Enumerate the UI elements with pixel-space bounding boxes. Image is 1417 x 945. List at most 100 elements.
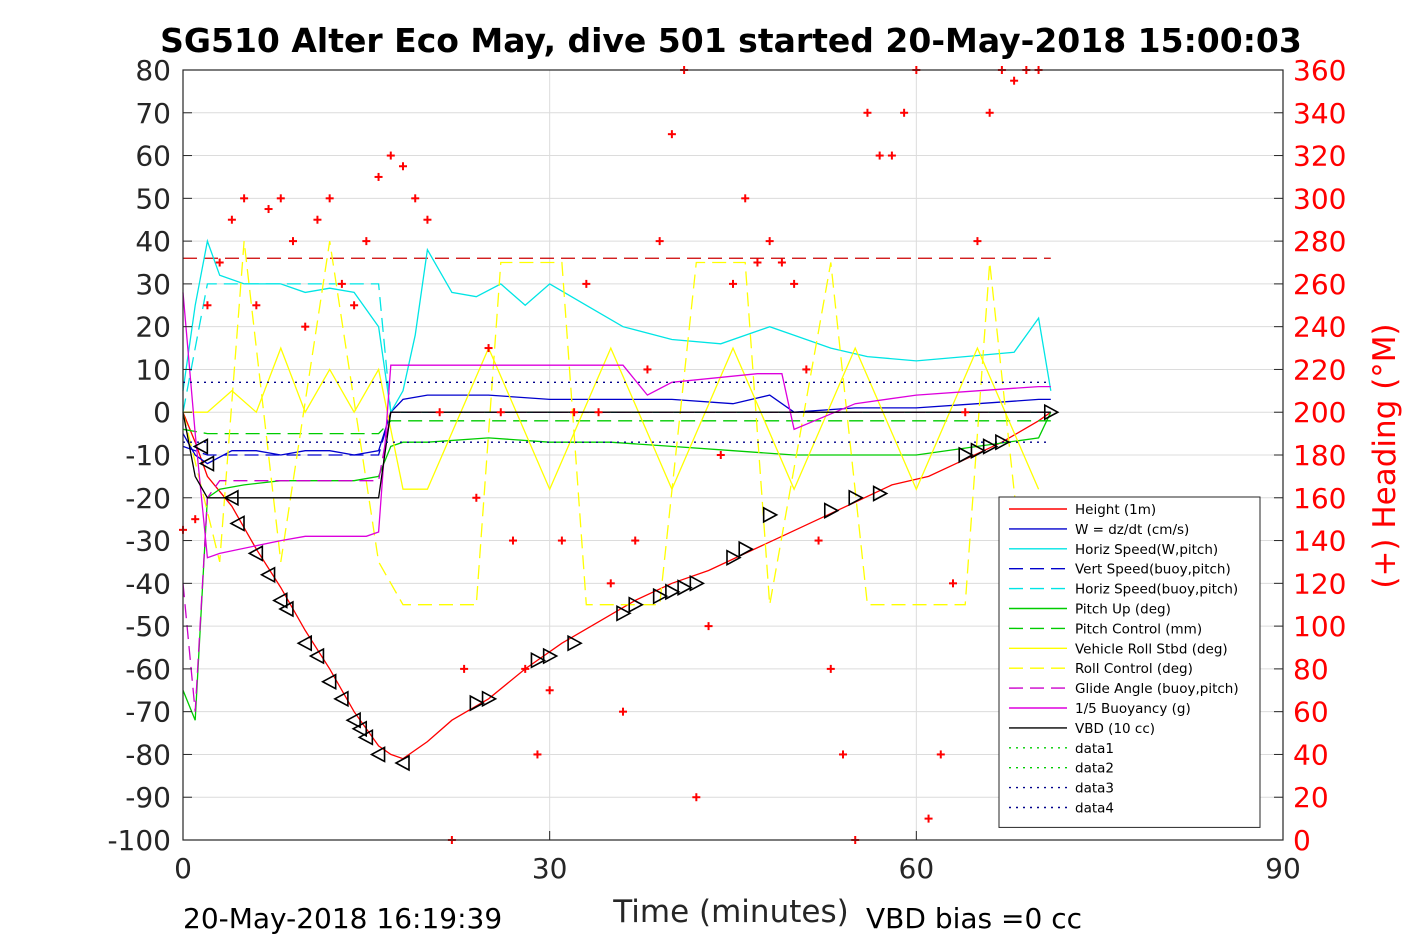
heading-point xyxy=(875,151,884,160)
y-right-tick-label: 100 xyxy=(1293,610,1346,643)
heading-point xyxy=(985,108,994,117)
y-right-tick-label: 300 xyxy=(1293,182,1346,215)
legend: Height (1m) W = dz/dt (cm/s) Horiz Speed(W… xyxy=(998,496,1261,828)
legend-label: data2 xyxy=(1075,761,1114,777)
vbd-marker xyxy=(394,754,410,772)
heading-point xyxy=(814,536,823,545)
series-layer xyxy=(182,238,1052,760)
heading-point xyxy=(936,750,945,759)
axes xyxy=(182,69,1284,841)
y-tick-label: -40 xyxy=(125,567,171,600)
vbd-marker xyxy=(872,485,889,502)
heading-point xyxy=(289,237,297,246)
heading-point xyxy=(276,194,285,203)
vbd-marker xyxy=(259,566,276,584)
tick-labels: 80706050403020100-10-20-30-40-50-60-70-8… xyxy=(107,54,1346,885)
vbd-marker xyxy=(223,489,239,507)
vbd-marker xyxy=(308,647,325,665)
vbd-marker xyxy=(982,438,999,455)
legend-label: Pitch Up (deg) xyxy=(1075,602,1171,618)
y-tick-label: -90 xyxy=(125,781,171,814)
heading-point xyxy=(362,237,371,246)
heading-point xyxy=(557,536,566,545)
vbd-marker xyxy=(469,694,486,712)
heading-point xyxy=(460,664,469,673)
legend-entry: Horiz Speed(W,pitch) xyxy=(1009,542,1218,558)
y-tick-label: -80 xyxy=(125,738,171,771)
heading-point xyxy=(619,707,627,716)
legend-entry: Pitch Control (mm) xyxy=(1009,621,1202,637)
legend-entry: Pitch Up (deg) xyxy=(1009,602,1171,618)
vbd-marker xyxy=(345,711,361,729)
y-tick-label: -20 xyxy=(125,482,171,515)
legend-label: Pitch Control (mm) xyxy=(1075,621,1202,637)
heading-point xyxy=(973,237,982,246)
series-line xyxy=(183,346,1040,491)
heading-point xyxy=(264,205,273,214)
y-tick-label: 30 xyxy=(135,268,171,301)
legend-label: data3 xyxy=(1075,781,1114,797)
y-right-tick-label: 240 xyxy=(1293,311,1346,344)
heading-point xyxy=(350,301,359,310)
heading-point xyxy=(509,536,517,545)
heading-point xyxy=(399,162,407,171)
vbd-marker xyxy=(970,442,987,460)
vbd-marker xyxy=(665,583,681,601)
x-axis-label: Time (minutes) xyxy=(612,894,848,930)
x-tick-label: 30 xyxy=(532,852,568,885)
heading-point xyxy=(227,215,236,224)
y-right-tick-label: 140 xyxy=(1293,525,1346,558)
y-right-tick-label: 60 xyxy=(1293,696,1329,729)
heading-point xyxy=(655,237,664,246)
heading-point xyxy=(863,108,872,117)
heading-point xyxy=(1010,76,1019,85)
heading-point xyxy=(484,344,493,353)
legend-label: data1 xyxy=(1075,741,1114,757)
heading-point xyxy=(887,151,896,160)
vbd-marker xyxy=(530,651,547,669)
series-line xyxy=(182,283,1051,413)
heading-point xyxy=(533,750,542,759)
series-line xyxy=(182,420,1051,435)
legend-label: VBD (10 cc) xyxy=(1075,721,1155,737)
heading-point xyxy=(252,301,261,310)
legend-label: W = dz/dt (cm/s) xyxy=(1075,522,1189,538)
vbd-markers xyxy=(192,403,1060,772)
heading-point xyxy=(839,750,847,759)
legend-entry: Glide Angle (buoy,pitch) xyxy=(1009,681,1239,697)
vbd-marker xyxy=(278,600,294,618)
y-tick-label: 20 xyxy=(135,311,171,344)
y-tick-label: -50 xyxy=(125,610,171,643)
heading-point xyxy=(900,108,909,117)
heading-point xyxy=(716,451,725,459)
vbd-marker xyxy=(689,574,706,592)
heading-point xyxy=(667,130,676,139)
heading-point xyxy=(411,194,420,203)
heading-point xyxy=(594,408,603,417)
y-tick-label: 70 xyxy=(135,97,171,130)
heading-point xyxy=(826,664,835,673)
legend-label: 1/5 Buoyancy (g) xyxy=(1075,701,1191,717)
vbd-marker xyxy=(995,433,1011,451)
y-right-tick-label: 320 xyxy=(1293,140,1346,173)
heading-point xyxy=(949,579,957,588)
y-right-tick-label: 160 xyxy=(1293,482,1346,515)
y-right-tick-label: 20 xyxy=(1293,781,1329,814)
heading-point xyxy=(704,622,713,631)
heading-point xyxy=(386,151,395,160)
heading-point xyxy=(643,365,652,374)
series-line xyxy=(182,411,1051,456)
heading-point xyxy=(215,258,224,267)
vbd-marker xyxy=(726,549,742,567)
heading-point xyxy=(631,536,640,545)
legend-box xyxy=(998,496,1261,828)
heading-point xyxy=(790,279,799,288)
heading-point xyxy=(313,215,322,224)
legend-entry: data2 xyxy=(1009,761,1114,777)
y-tick-label: 60 xyxy=(135,140,171,173)
vbd-marker xyxy=(762,506,779,524)
vbd-marker xyxy=(848,489,864,507)
footer-timestamp: 20-May-2018 16:19:39 xyxy=(183,902,502,935)
vbd-marker xyxy=(198,455,215,472)
legend-entry: VBD (10 cc) xyxy=(1009,721,1155,737)
